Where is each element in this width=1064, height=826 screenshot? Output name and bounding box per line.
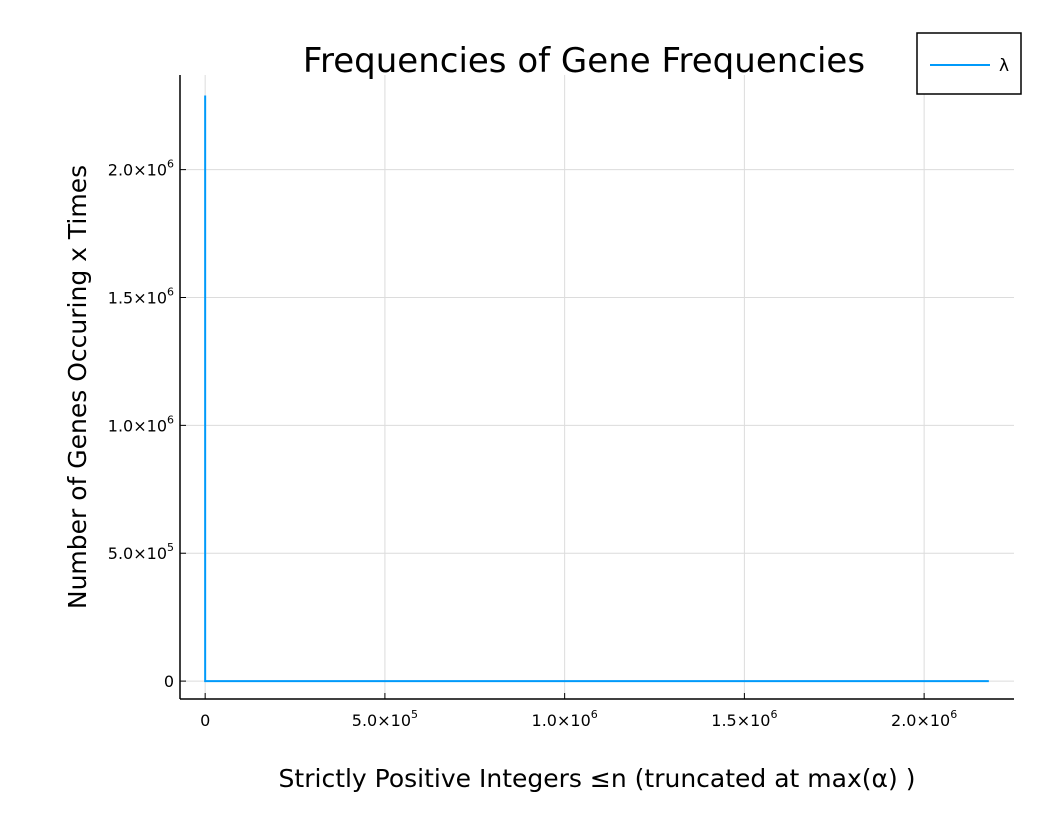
y-tick-label-0-mantissa: 0	[164, 672, 174, 691]
x-axis-label: Strictly Positive Integers ≤n (truncated…	[279, 764, 916, 793]
y-tick-label-1-mantissa: 5.0×10	[108, 544, 167, 563]
axes	[179, 75, 1014, 700]
x-tick-label-3-mantissa: 1.5×10	[711, 711, 770, 730]
y-tick-label-4-mantissa: 2.0×10	[108, 161, 167, 180]
x-tick-label-2: 1.0×106	[532, 708, 598, 730]
y-tick-label-2: 1.0×106	[108, 413, 174, 435]
legend-box	[916, 32, 1022, 95]
y-axis-label: Number of Genes Occuring x Times	[63, 165, 92, 609]
x-tick-label-0-mantissa: 0	[200, 711, 210, 730]
legend-entry-label: λ	[999, 56, 1009, 76]
x-tick-label-4-exponent: 6	[950, 708, 957, 721]
y-tick-label-3-exponent: 6	[167, 285, 174, 298]
series-layer	[204, 95, 989, 683]
x-tick-label-1-exponent: 5	[411, 708, 418, 721]
y-tick-label-3: 1.5×106	[108, 285, 174, 307]
y-tick-label-4-exponent: 6	[167, 158, 174, 171]
x-tick-label-3: 1.5×106	[711, 708, 777, 730]
y-tick-label-0: 0	[164, 672, 174, 691]
x-tick-label-4-mantissa: 2.0×10	[891, 711, 950, 730]
y-tick-label-1-exponent: 5	[167, 541, 174, 554]
x-tick-label-4: 2.0×106	[891, 708, 957, 730]
x-tick-label-3-exponent: 6	[770, 708, 777, 721]
legend: λ	[916, 32, 1022, 95]
x-tick-label-1-mantissa: 5.0×10	[352, 711, 411, 730]
y-tick-label-1: 5.0×105	[108, 541, 174, 563]
x-tick-label-2-exponent: 6	[591, 708, 598, 721]
series-line-0	[204, 95, 989, 683]
x-tick-label-0: 0	[200, 711, 210, 730]
y-tick-label-3-mantissa: 1.5×10	[108, 288, 167, 307]
y-tick-label-2-exponent: 6	[167, 413, 174, 426]
x-axis-ticks: 0 5.0×105 1.0×106 1.5×106 2.0×106	[200, 693, 957, 730]
chart-title: Frequencies of Gene Frequencies	[303, 41, 865, 81]
y-tick-label-4: 2.0×106	[108, 158, 174, 180]
y-tick-label-2-mantissa: 1.0×10	[108, 416, 167, 435]
grid-lines	[180, 75, 1014, 699]
x-tick-label-2-mantissa: 1.0×10	[532, 711, 591, 730]
x-tick-label-1: 5.0×105	[352, 708, 418, 730]
